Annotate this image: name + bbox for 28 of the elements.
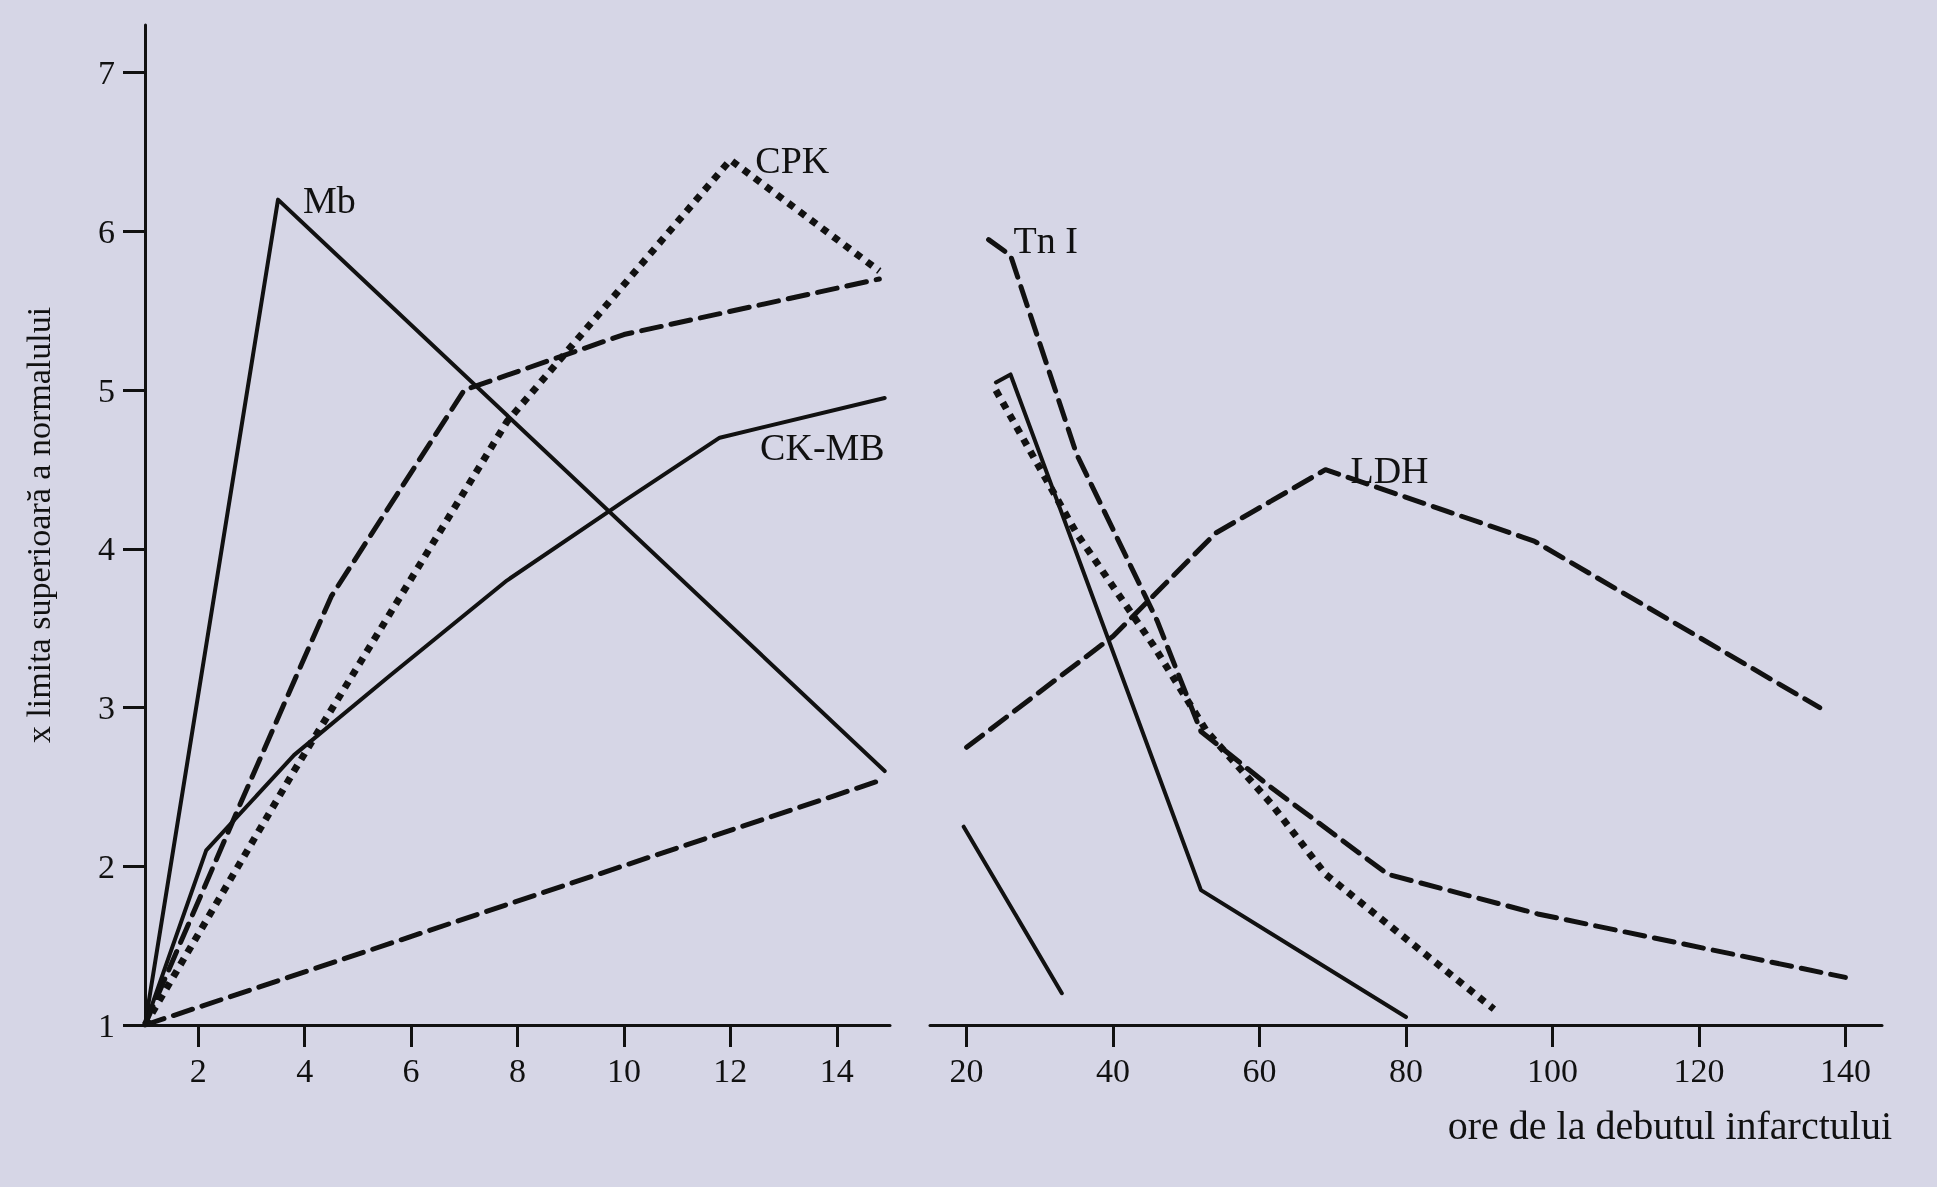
x-tick-label: 14 — [819, 1051, 854, 1089]
y-tick-label: 7 — [98, 54, 115, 92]
x-tick-label: 120 — [1673, 1051, 1725, 1089]
y-axis-title: x limita superioară a normalului — [19, 306, 57, 744]
y-tick-label: 5 — [98, 371, 115, 409]
x-tick-label: 60 — [1242, 1051, 1277, 1089]
x-tick-label: 10 — [606, 1051, 641, 1089]
y-tick-label: 1 — [98, 1006, 115, 1044]
y-tick-label: 2 — [98, 847, 115, 885]
x-axis-title: ore de la debutul infarctului — [1447, 1102, 1892, 1148]
x-tick-label: 8 — [509, 1051, 526, 1089]
y-tick-label: 6 — [98, 212, 115, 250]
series-label: Mb — [303, 178, 356, 221]
y-tick-label: 4 — [98, 530, 115, 568]
series-label: CK-MB — [760, 426, 885, 469]
x-tick-label: 2 — [189, 1051, 207, 1089]
x-tick-label: 4 — [296, 1051, 314, 1089]
x-tick-label: 40 — [1096, 1051, 1131, 1089]
x-tick-label: 12 — [713, 1051, 748, 1089]
x-tick-label: 6 — [402, 1051, 420, 1089]
series-label: CPK — [755, 138, 830, 181]
x-tick-label: 20 — [949, 1051, 984, 1089]
x-tick-label: 140 — [1819, 1051, 1871, 1089]
x-tick-label: 80 — [1389, 1051, 1423, 1089]
series-label: LDH — [1350, 448, 1429, 491]
x-tick-label: 100 — [1526, 1051, 1578, 1089]
series-label: Tn I — [1013, 218, 1078, 261]
y-tick-label: 3 — [98, 689, 115, 727]
